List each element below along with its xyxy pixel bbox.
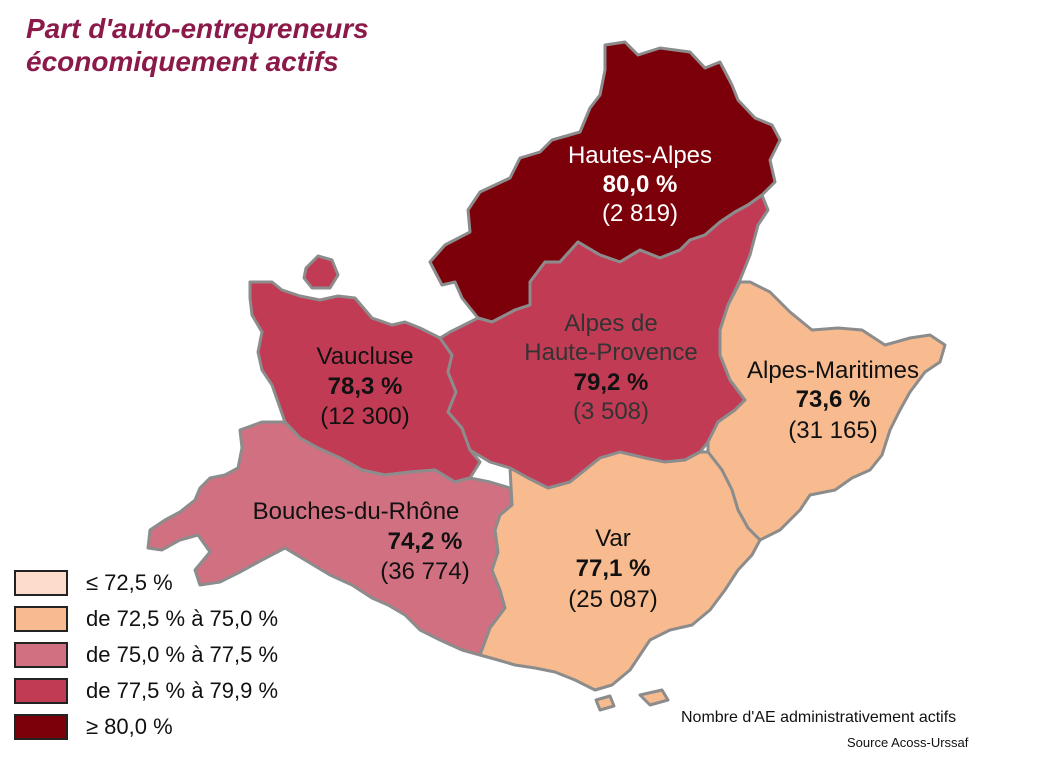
map-title: Part d'auto-entrepreneurs économiquement… — [26, 12, 369, 78]
dept-percentage: 80,0 % — [603, 171, 678, 198]
dept-count: (31 165) — [788, 417, 877, 444]
source-note: Source Acoss-Urssaf — [847, 735, 969, 750]
legend-swatch — [14, 678, 68, 704]
count-note: Nombre d'AE administrativement actifs — [681, 709, 957, 726]
dept-name-line-1: Alpes de — [564, 310, 657, 337]
label-hautes-alpes: Hautes-Alpes 80,0 % (2 819) — [568, 142, 712, 227]
legend-label: ≤ 72,5 % — [86, 570, 173, 595]
legend-swatch — [14, 714, 68, 740]
legend-swatch — [14, 570, 68, 596]
legend-label: de 72,5 % à 75,0 % — [86, 606, 279, 631]
island-var-2 — [594, 694, 616, 712]
dept-name: Bouches-du-Rhône — [253, 498, 460, 525]
dept-percentage: 77,1 % — [576, 555, 651, 582]
legend-swatch — [14, 606, 68, 632]
region-vaucluse-enclave — [302, 254, 340, 290]
legend-item: ≤ 72,5 % — [14, 566, 278, 600]
region-vaucluse — [248, 280, 482, 484]
island-var-1 — [638, 688, 670, 707]
dept-count: (25 087) — [568, 586, 657, 613]
dept-percentage: 73,6 % — [796, 386, 871, 413]
region-var — [478, 450, 762, 692]
title-line-2: économiquement actifs — [26, 46, 339, 77]
dept-name-line-2: Haute-Provence — [524, 339, 697, 366]
dept-name: Var — [595, 525, 631, 552]
legend-item: ≥ 80,0 % — [14, 710, 278, 744]
dept-percentage: 78,3 % — [328, 373, 403, 400]
title-line-1: Part d'auto-entrepreneurs — [26, 13, 369, 44]
legend-item: de 77,5 % à 79,9 % — [14, 674, 278, 708]
dept-percentage: 79,2 % — [574, 369, 649, 396]
dept-name: Alpes-Maritimes — [747, 357, 919, 384]
legend-item: de 75,0 % à 77,5 % — [14, 638, 278, 672]
map-legend: ≤ 72,5 % de 72,5 % à 75,0 % de 75,0 % à … — [14, 566, 278, 746]
dept-count: (12 300) — [320, 403, 409, 430]
dept-count: (36 774) — [380, 558, 469, 585]
label-bouches-du-rhone: Bouches-du-Rhône 74,2 % (36 774) — [253, 498, 470, 585]
dept-percentage: 74,2 % — [388, 528, 463, 555]
region-bouches-du-rhone — [146, 420, 514, 657]
legend-label: ≥ 80,0 % — [86, 714, 173, 739]
legend-swatch — [14, 642, 68, 668]
label-vaucluse: Vaucluse 78,3 % (12 300) — [317, 343, 414, 430]
label-var: Var 77,1 % (25 087) — [568, 525, 657, 613]
label-alpes-de-haute-provence: Alpes de Haute-Provence 79,2 % (3 508) — [524, 310, 697, 425]
legend-label: de 75,0 % à 77,5 % — [86, 642, 279, 667]
label-alpes-maritimes: Alpes-Maritimes 73,6 % (31 165) — [747, 357, 919, 444]
region-alpes-maritimes — [706, 280, 947, 542]
dept-count: (2 819) — [602, 200, 678, 227]
dept-name: Vaucluse — [317, 343, 414, 370]
legend-item: de 72,5 % à 75,0 % — [14, 602, 278, 636]
legend-label: de 77,5 % à 79,9 % — [86, 678, 279, 703]
dept-name: Hautes-Alpes — [568, 142, 712, 169]
dept-count: (3 508) — [573, 398, 649, 425]
